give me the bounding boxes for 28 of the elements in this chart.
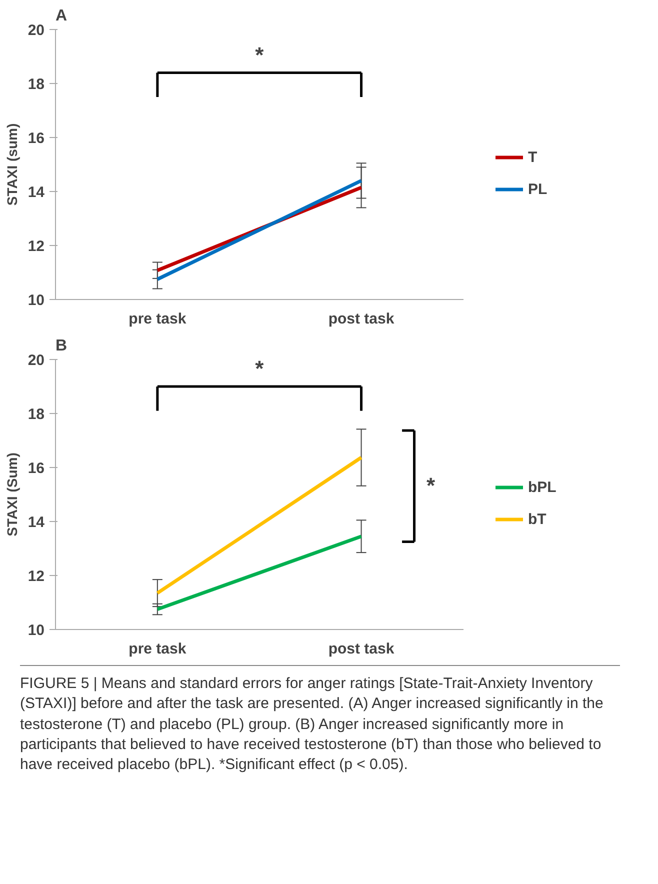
y-tick-label: 16 xyxy=(28,130,45,147)
y-tick-label: 14 xyxy=(28,514,46,531)
annotation: * xyxy=(255,356,264,382)
y-tick-label: 10 xyxy=(28,622,45,639)
x-tick-label: pre task xyxy=(128,640,187,658)
y-tick-label: 12 xyxy=(28,238,45,255)
legend-label: PL xyxy=(528,180,548,198)
x-tick-label: pre task xyxy=(128,310,187,328)
y-tick-label: 18 xyxy=(28,406,45,423)
chart-title: A xyxy=(56,8,68,24)
y-axis-title: STAXI (sum) xyxy=(4,123,20,206)
y-tick-label: 12 xyxy=(28,568,45,585)
y-tick-label: 16 xyxy=(28,460,45,477)
x-tick-label: post task xyxy=(328,310,395,328)
caption: FIGURE 5 | Means and standard errors for anger ratings [State-Trait-Anxiety Inventory (STAXI)] before and after the task are presented. (A) Anger increased significantly in the testosterone (T) and placebo (PL) group. (B) Anger increased significantly more in participants that believed to have received testosterone (bT) than those who believed to have received placebo (bPL). *Significant effect (p < 0.05). xyxy=(20,674,604,775)
y-tick-label: 20 xyxy=(28,22,45,39)
y-tick-label: 20 xyxy=(28,352,45,369)
y-tick-label: 18 xyxy=(28,76,45,93)
y-tick-label: 14 xyxy=(28,184,46,201)
legend-label: bT xyxy=(528,510,548,528)
y-tick-label: 10 xyxy=(28,292,45,309)
x-tick-label: post task xyxy=(328,640,395,658)
y-axis-title: STAXI (Sum) xyxy=(4,452,20,536)
annotation: * xyxy=(426,473,436,498)
legend-label: bPL xyxy=(528,478,556,496)
legend-label: T xyxy=(528,148,538,166)
chart-title: B xyxy=(56,338,68,354)
annotation: * xyxy=(255,42,264,68)
